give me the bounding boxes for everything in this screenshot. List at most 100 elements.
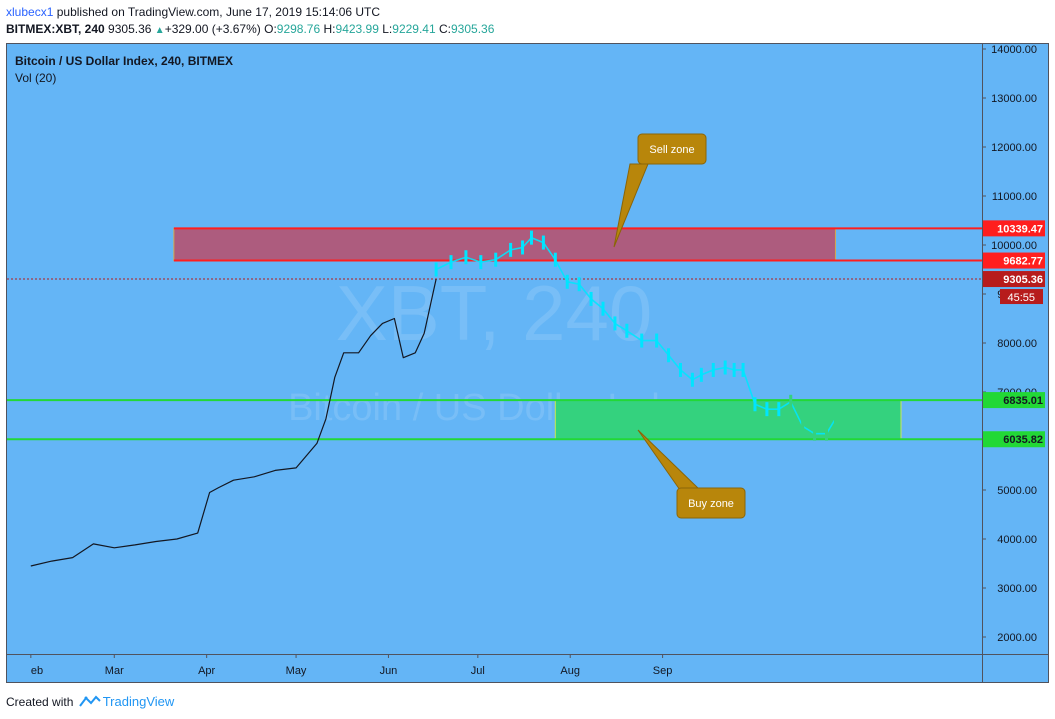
tradingview-brand[interactable]: TradingView bbox=[102, 694, 175, 709]
level-label-bg bbox=[983, 271, 1045, 288]
x-tick-label: Aug bbox=[560, 665, 580, 677]
x-tick-label: Jun bbox=[380, 665, 398, 677]
level-labels: 10339.47 9682.77 9305.36 6835.01 6035.82 45:5… bbox=[983, 220, 1045, 448]
projection-bar bbox=[690, 372, 694, 387]
projection-bar bbox=[833, 411, 837, 426]
x-tick-label: Jul bbox=[471, 665, 485, 677]
projection-bar bbox=[529, 230, 533, 245]
x-tick-label: Apr bbox=[198, 665, 215, 677]
projection-bar bbox=[723, 360, 727, 375]
projection-bar bbox=[825, 426, 828, 441]
symbol-label: BITMEX:XBT, 240 bbox=[6, 22, 105, 36]
high-value: 9423.99 bbox=[335, 22, 379, 36]
projection-bar bbox=[434, 262, 438, 277]
projection-bar bbox=[601, 301, 605, 316]
y-tick-label: 8000.00 bbox=[997, 338, 1037, 350]
y-tick-label: 10000.00 bbox=[991, 240, 1037, 252]
level-label-bg bbox=[983, 392, 1045, 409]
buy-zone-rect bbox=[554, 399, 902, 440]
projection-bar bbox=[765, 402, 769, 417]
y-tick-label: 2000.00 bbox=[997, 632, 1037, 644]
ohlc-header: BITMEX:XBT, 240 9305.36 ▲+329.00 (+3.67%… bbox=[6, 22, 494, 36]
axis-corner bbox=[982, 654, 1048, 682]
open-label: O: bbox=[264, 22, 277, 36]
level-label-text: 9305.36 bbox=[1003, 274, 1043, 286]
y-tick-label: 3000.00 bbox=[997, 583, 1037, 595]
y-tick-label: 11000.00 bbox=[992, 191, 1037, 203]
open-value: 9298.76 bbox=[276, 22, 321, 36]
y-tick-label: 14000.00 bbox=[991, 44, 1037, 56]
level-label-text: 10339.47 bbox=[997, 223, 1043, 235]
x-tick-label: eb bbox=[31, 665, 43, 677]
projection-bar bbox=[789, 394, 793, 409]
projection-bar bbox=[699, 367, 703, 382]
sell-callout-box bbox=[637, 133, 707, 165]
x-tick-label: Mar bbox=[105, 665, 124, 677]
chart-frame bbox=[6, 43, 1049, 683]
publish-text: published on TradingView.com, June 17, 2… bbox=[56, 5, 381, 19]
created-with-text: Created with bbox=[6, 695, 74, 709]
low-value: 9229.41 bbox=[392, 22, 436, 36]
close-label: C: bbox=[439, 22, 451, 36]
countdown-bg bbox=[1000, 289, 1043, 305]
y-tick-label: 5000.00 bbox=[997, 485, 1037, 497]
sell-callout-text: Sell zone bbox=[649, 144, 694, 156]
buy-callout-box bbox=[676, 487, 746, 519]
x-tick-label: Sep bbox=[653, 665, 673, 677]
price-axis[interactable] bbox=[982, 44, 1048, 654]
up-arrow-icon: ▲ bbox=[154, 25, 165, 36]
countdown-text: 45:55 bbox=[1007, 292, 1035, 304]
level-label-text: 6835.01 bbox=[1003, 395, 1043, 407]
projection-bar bbox=[494, 252, 498, 267]
projection-bar bbox=[678, 362, 682, 377]
price-change: +329.00 (+3.67%) bbox=[164, 22, 261, 36]
projection-bar bbox=[613, 316, 617, 331]
y-tick-label: 4000.00 bbox=[997, 534, 1037, 546]
projection-bar bbox=[732, 362, 736, 377]
x-tick-label: May bbox=[286, 665, 307, 677]
y-tick-label: 12000.00 bbox=[991, 142, 1037, 154]
y-tick-label: 13000.00 bbox=[991, 93, 1037, 105]
projection-bar bbox=[753, 397, 757, 412]
projection-bar bbox=[589, 291, 593, 306]
projection-bar bbox=[479, 255, 483, 270]
last-price: 9305.36 bbox=[108, 22, 152, 36]
projection-bar bbox=[640, 333, 644, 348]
chart-pane[interactable] bbox=[7, 44, 982, 654]
projection-bar bbox=[813, 426, 817, 441]
level-label-bg bbox=[983, 431, 1045, 448]
level-label-text: 6035.82 bbox=[1003, 434, 1043, 446]
low-label: L: bbox=[382, 22, 393, 36]
sell-callout-pointer bbox=[613, 163, 649, 248]
price-series bbox=[30, 230, 837, 567]
x-tick-labels: eb Mar Apr May Jun Jul Aug Sep bbox=[30, 654, 673, 677]
projection-bar bbox=[577, 277, 581, 292]
level-label-text: 9682.77 bbox=[1003, 256, 1043, 268]
projection-bar bbox=[541, 235, 545, 250]
level-label-bg bbox=[983, 220, 1045, 237]
callouts: Sell zone Buy zone bbox=[613, 133, 746, 519]
projection-bar bbox=[509, 242, 513, 257]
projection-bar bbox=[667, 348, 671, 363]
sell-zone-rect bbox=[173, 227, 836, 262]
level-label-bg bbox=[983, 252, 1045, 269]
time-axis[interactable] bbox=[7, 654, 982, 682]
close-value: 9305.36 bbox=[451, 22, 495, 36]
projection-bar bbox=[655, 333, 659, 348]
projection-bar bbox=[711, 362, 715, 377]
author-link[interactable]: xlubecx1 bbox=[6, 5, 54, 19]
projection-bar bbox=[464, 250, 468, 265]
projection-bar bbox=[741, 362, 745, 377]
buy-callout-text: Buy zone bbox=[688, 498, 734, 510]
projection-bar bbox=[625, 323, 629, 338]
projection-bar bbox=[565, 274, 569, 289]
volume-indicator-label[interactable]: Vol (20) bbox=[15, 71, 56, 85]
publish-info: xlubecx1 published on TradingView.com, J… bbox=[6, 5, 380, 19]
pane-title: Bitcoin / US Dollar Index, 240, BITMEX bbox=[15, 54, 233, 68]
price-line bbox=[30, 278, 437, 567]
projection-bar bbox=[521, 240, 525, 255]
high-label: H: bbox=[323, 22, 336, 36]
projection-line bbox=[435, 236, 837, 435]
footer: Created with TradingView bbox=[6, 694, 174, 710]
